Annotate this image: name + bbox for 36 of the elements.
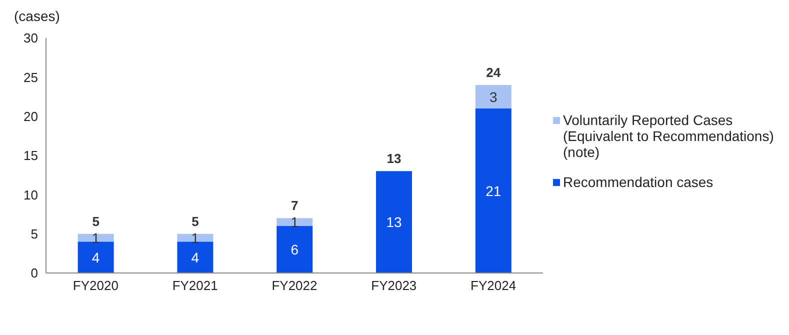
bar (376, 171, 412, 273)
data-label: 1 (290, 214, 299, 230)
total-label: 7 (290, 198, 298, 214)
y-tick-label: 30 (24, 30, 38, 46)
data-label: 1 (92, 230, 100, 246)
data-label: 6 (290, 242, 299, 258)
data-label: 13 (386, 214, 402, 230)
data-label: 4 (191, 249, 200, 266)
bar (78, 242, 114, 273)
y-tick-label: 20 (24, 108, 38, 124)
bar (475, 108, 512, 273)
bar (177, 242, 214, 273)
total-label: 13 (386, 151, 402, 166)
bar (475, 85, 512, 108)
x-tick-label: FY2021 (172, 278, 218, 294)
total-label: 5 (192, 214, 199, 229)
data-label: 1 (191, 230, 200, 246)
y-tick-label: 25 (24, 70, 38, 85)
bar (276, 218, 313, 226)
y-tick-label: 0 (30, 266, 38, 281)
y-axis-title: (cases) (14, 8, 60, 24)
legend-label: Voluntarily Reported Cases (Equivalent to Recommendations)(note) (563, 112, 775, 160)
y-tick-label: 10 (24, 187, 38, 202)
x-tick-label: FY2022 (272, 278, 318, 294)
x-tick-label: FY2023 (371, 278, 417, 294)
y-tick-label: 5 (30, 226, 38, 242)
x-tick-label: FY2020 (72, 278, 118, 294)
data-label: 21 (486, 182, 502, 199)
total-label: 24 (486, 65, 502, 80)
x-tick-label: FY2024 (470, 278, 516, 294)
total-label: 5 (92, 214, 100, 229)
y-tick-label: 15 (24, 148, 38, 164)
bar (276, 226, 313, 273)
data-label: 4 (92, 249, 100, 266)
data-label: 3 (490, 88, 498, 105)
legend-label: Recommendation cases (563, 174, 714, 190)
